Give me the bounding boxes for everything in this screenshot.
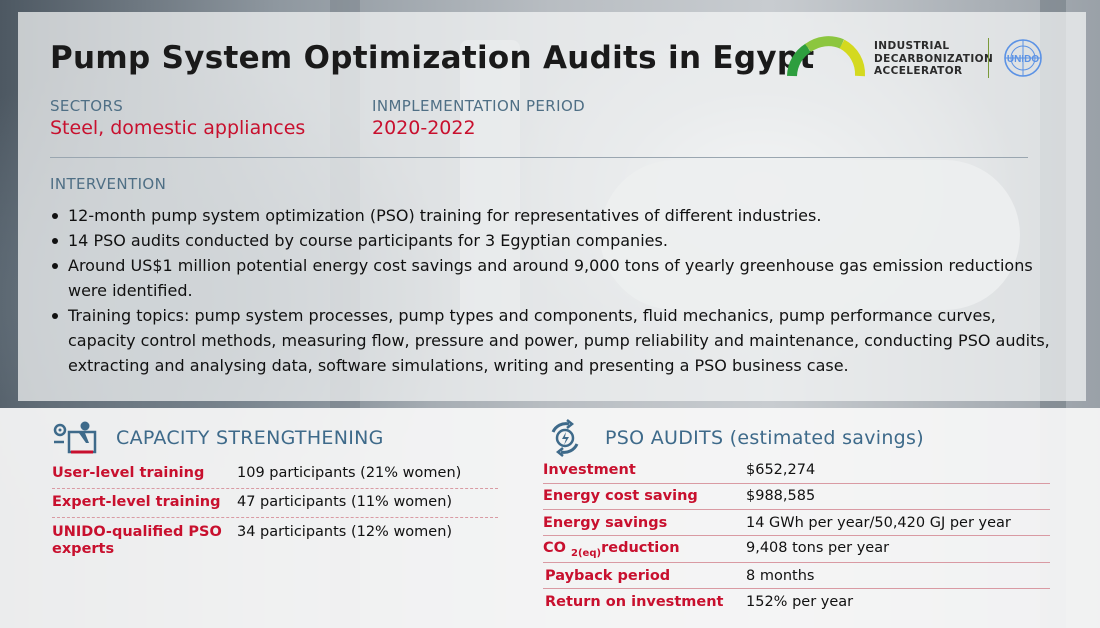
- intervention-list: 12-month pump system optimization (PSO) …: [50, 203, 1050, 378]
- table-row: Investment $652,274: [543, 458, 1050, 484]
- row-value: 47 participants (11% women): [237, 494, 453, 510]
- results-section: [0, 408, 1100, 628]
- row-key: CO 2(eq)reduction: [543, 540, 680, 559]
- row-value: 109 participants (21% women): [237, 465, 462, 481]
- row-key: Expert-level training: [52, 494, 221, 510]
- list-item: 14 PSO audits conducted by course partic…: [50, 228, 1050, 253]
- row-key: Energy cost saving: [543, 488, 698, 504]
- sectors-value: Steel, domestic appliances: [50, 117, 306, 139]
- svg-text:UNIDO: UNIDO: [1007, 54, 1039, 65]
- row-key: Return on investment: [545, 594, 724, 610]
- row-key: Investment: [543, 462, 636, 478]
- table-row: Energy cost saving $988,585: [543, 484, 1050, 510]
- table-row: Payback period 8 months: [543, 563, 1050, 589]
- pso-table: Investment $652,274 Energy cost saving $…: [543, 458, 1050, 615]
- list-item: Training topics: pump system processes, …: [50, 303, 1050, 378]
- row-key: User-level training: [52, 465, 205, 481]
- list-item: 12-month pump system optimization (PSO) …: [50, 203, 1050, 228]
- table-row: CO 2(eq)reduction 9,408 tons per year: [543, 536, 1050, 563]
- capacity-heading-text: CAPACITY STRENGTHENING: [116, 427, 384, 449]
- intervention-label: INTERVENTION: [50, 175, 167, 193]
- table-row: UNIDO-qualified PSO experts 34 participa…: [52, 518, 498, 562]
- row-value: 9,408 tons per year: [746, 540, 890, 556]
- list-item: Around US$1 million potential energy cos…: [50, 253, 1050, 303]
- table-row: User-level training 109 participants (21…: [52, 460, 498, 489]
- period-label: INMPLEMENTATION PERIOD: [372, 97, 586, 115]
- pso-heading: PSO AUDITS (estimated savings): [545, 418, 924, 458]
- row-key: UNIDO-qualified PSO experts: [52, 524, 222, 557]
- row-key: Payback period: [545, 568, 671, 584]
- logo-separator: [988, 38, 989, 78]
- page-title: Pump System Optimization Audits in Egypt: [50, 40, 815, 76]
- row-value: 152% per year: [746, 594, 854, 610]
- row-value: 8 months: [746, 568, 815, 584]
- period-block: INMPLEMENTATION PERIOD 2020-2022: [372, 97, 585, 139]
- capacity-heading: CAPACITY STRENGTHENING: [52, 420, 384, 456]
- info-panel: [18, 12, 1086, 401]
- row-value: 14 GWh per year/50,420 GJ per year: [746, 515, 1011, 531]
- row-value: $988,585: [746, 488, 816, 504]
- trainer-icon: [53, 421, 97, 454]
- row-value: $652,274: [746, 462, 816, 478]
- sectors-label: SECTORS: [50, 97, 124, 115]
- table-row: Return on investment 152% per year: [543, 589, 1050, 615]
- ida-logo: INDUSTRIAL DECARBONIZATION ACCELERATOR U…: [786, 34, 1048, 82]
- row-key: Energy savings: [543, 515, 668, 531]
- unido-logo-icon: UNIDO: [1004, 39, 1042, 77]
- gauge-icon: [787, 36, 866, 77]
- period-value: 2020-2022: [372, 117, 476, 139]
- row-value: 34 participants (12% women): [237, 524, 453, 540]
- pso-heading-text: PSO AUDITS (estimated savings): [605, 427, 924, 449]
- sectors-block: SECTORS Steel, domestic appliances: [50, 97, 305, 139]
- energy-cycle-icon: [551, 419, 579, 457]
- logo-text: INDUSTRIAL DECARBONIZATION ACCELERATOR: [874, 40, 994, 77]
- divider: [50, 157, 1028, 158]
- table-row: Expert-level training 47 participants (1…: [52, 489, 498, 518]
- capacity-table: User-level training 109 participants (21…: [52, 460, 498, 562]
- table-row: Energy savings 14 GWh per year/50,420 GJ…: [543, 510, 1050, 536]
